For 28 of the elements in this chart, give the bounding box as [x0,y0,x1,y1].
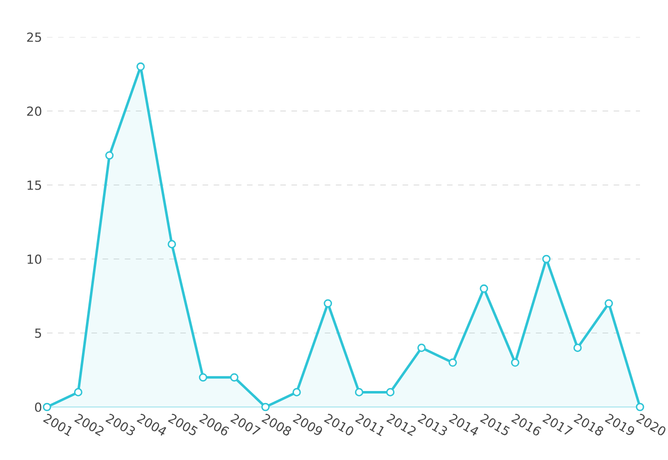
point [105,151,114,160]
point [168,240,176,248]
point [198,373,208,382]
point [230,373,238,382]
point [510,358,520,367]
point [573,344,582,352]
point [417,344,426,352]
y-tick-label: 20 [27,106,42,116]
point [448,358,457,367]
y-tick-label: 15 [28,180,42,190]
y-tick-label: 10 [28,254,42,264]
point [542,254,551,264]
point [636,402,644,412]
y-tick-label: 0 [35,402,42,412]
point [136,62,145,71]
point [604,299,613,308]
point [386,388,394,396]
y-tick-label: 25 [27,32,42,42]
point [42,402,52,412]
point [324,299,332,308]
x-tick-label: 2017 [542,413,573,436]
point [74,388,82,396]
y-tick-label: 5 [35,328,42,338]
point [354,388,364,396]
point [480,284,488,293]
point [261,402,270,412]
point [292,388,301,396]
x-tick-label: 2007 [230,413,261,436]
